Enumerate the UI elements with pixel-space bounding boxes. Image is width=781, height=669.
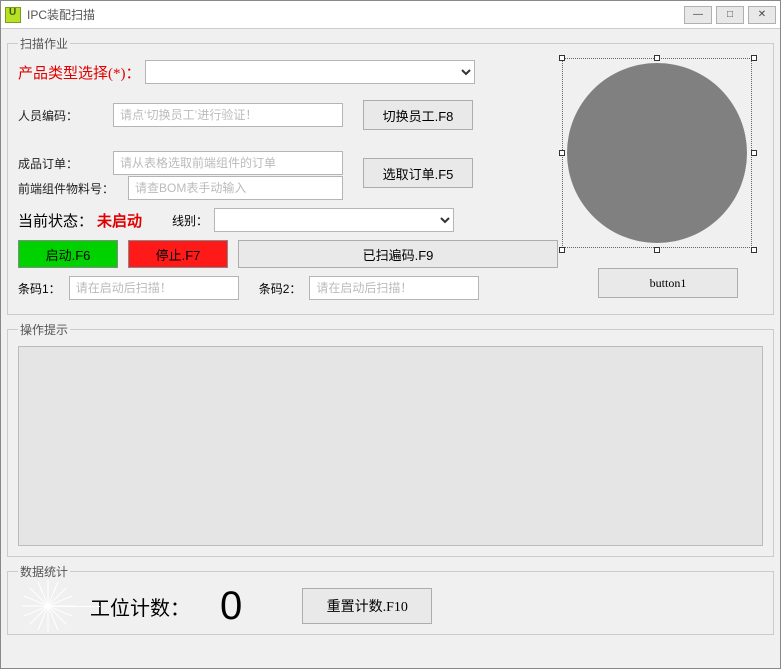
barcode2-label: 条码2： (259, 280, 302, 297)
window-title: IPC装配扫描 (27, 6, 95, 23)
scan-groupbox: 扫描作业 产品类型选择(*)： 人员编码： 切换员工.F8 成品订单： 选取订单… (7, 35, 774, 315)
line-label: 线别： (172, 212, 208, 229)
resize-handle-ne[interactable] (751, 55, 757, 61)
material-label: 前端组件物料号： (18, 180, 128, 197)
scanned-all-button[interactable]: 已扫遍码.F9 (238, 240, 558, 268)
close-icon: ✕ (758, 9, 766, 20)
person-input[interactable] (113, 103, 343, 127)
start-button[interactable]: 启动.F6 (18, 240, 118, 268)
stats-group-title: 数据统计 (18, 563, 70, 580)
resize-handle-s[interactable] (654, 247, 660, 253)
status-value: 未启动 (97, 210, 142, 231)
titlebar: IPC装配扫描 — □ ✕ (1, 1, 780, 29)
product-type-label: 产品类型选择(*)： (18, 62, 141, 83)
resize-handle-sw[interactable] (559, 247, 565, 253)
person-label: 人员编码： (18, 107, 113, 124)
status-label: 当前状态： (18, 210, 93, 231)
stop-button[interactable]: 停止.F7 (128, 240, 228, 268)
ops-groupbox: 操作提示 (7, 321, 774, 557)
reset-count-button[interactable]: 重置计数.F10 (302, 588, 432, 624)
barcode1-label: 条码1： (18, 280, 61, 297)
maximize-button[interactable]: □ (716, 6, 744, 24)
minimize-button[interactable]: — (684, 6, 712, 24)
resize-handle-w[interactable] (559, 150, 565, 156)
ops-group-title: 操作提示 (18, 321, 70, 338)
app-icon (5, 7, 21, 23)
line-select[interactable] (214, 208, 454, 232)
button1[interactable]: button1 (598, 268, 738, 298)
selection-rectangle (562, 58, 752, 248)
stats-groupbox: 数据统计 工位计数： 0 重置计数.F10 (7, 563, 774, 635)
order-input[interactable] (113, 151, 343, 175)
switch-employee-button[interactable]: 切换员工.F8 (363, 100, 473, 130)
minimize-icon: — (693, 9, 703, 20)
ops-textarea[interactable] (18, 346, 763, 546)
product-type-select[interactable] (145, 60, 475, 84)
window-buttons: — □ ✕ (684, 6, 776, 24)
select-order-button[interactable]: 选取订单.F5 (363, 158, 473, 188)
resize-handle-e[interactable] (751, 150, 757, 156)
count-label: 工位计数： (90, 592, 190, 621)
resize-handle-se[interactable] (751, 247, 757, 253)
circle-canvas[interactable] (562, 58, 754, 250)
close-button[interactable]: ✕ (748, 6, 776, 24)
material-input[interactable] (128, 176, 343, 200)
barcode2-input[interactable] (309, 276, 479, 300)
resize-handle-n[interactable] (654, 55, 660, 61)
count-value: 0 (220, 584, 242, 629)
resize-handle-nw[interactable] (559, 55, 565, 61)
scan-group-title: 扫描作业 (18, 35, 70, 52)
spark-icon (22, 580, 74, 632)
maximize-icon: □ (727, 9, 733, 20)
barcode1-input[interactable] (69, 276, 239, 300)
order-label: 成品订单： (18, 155, 113, 172)
